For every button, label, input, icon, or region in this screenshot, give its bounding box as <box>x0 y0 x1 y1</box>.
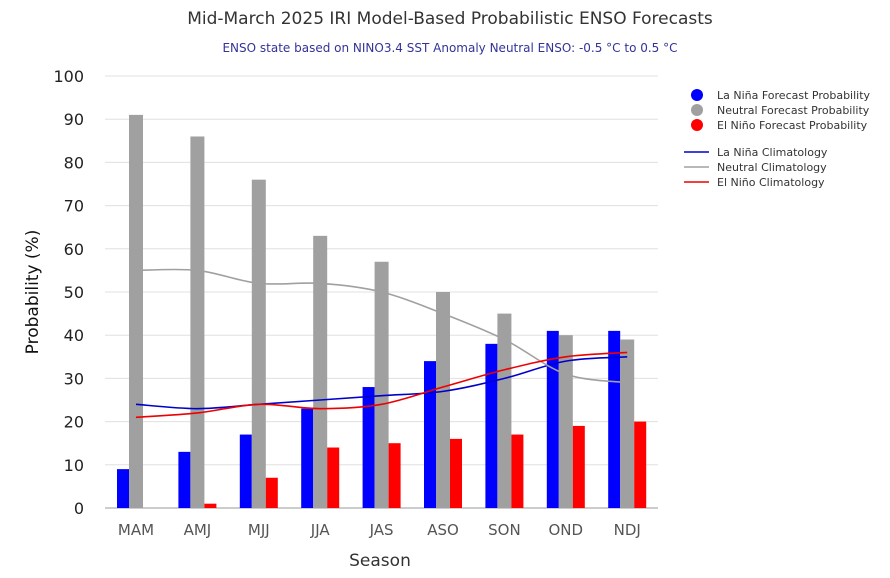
y-tick-label: 50 <box>64 283 84 302</box>
legend-label: Neutral Climatology <box>717 161 827 174</box>
bar-el-ni-o-forecast-probability <box>204 503 217 508</box>
x-tick-label: JJA <box>310 521 331 539</box>
legend-label: La Niña Climatology <box>717 146 828 159</box>
bar-la-ni-a-forecast-probability <box>546 330 559 508</box>
bar-el-ni-o-forecast-probability <box>634 421 647 508</box>
bar-el-ni-o-forecast-probability <box>450 438 462 508</box>
legend-marker <box>691 119 703 131</box>
bar-la-ni-a-forecast-probability <box>301 408 314 508</box>
y-tick-label: 0 <box>74 499 84 518</box>
x-tick-label: SON <box>488 521 521 539</box>
y-axis-label: Probability (%) <box>23 230 43 355</box>
x-tick-label: OND <box>549 521 584 539</box>
bar-neutral-forecast-probability <box>251 179 266 508</box>
x-tick-label: MAM <box>118 521 154 539</box>
legend-marker <box>691 89 703 101</box>
bar-neutral-forecast-probability <box>497 313 512 508</box>
bar-neutral-forecast-probability <box>436 292 450 508</box>
chart-title: Mid-March 2025 IRI Model-Based Probabili… <box>187 9 713 29</box>
x-axis-label: Season <box>349 551 411 571</box>
chart-subtitle: ENSO state based on NINO3.4 SST Anomaly … <box>222 41 677 55</box>
bar-la-ni-a-forecast-probability <box>239 434 252 508</box>
bar-la-ni-a-forecast-probability <box>485 343 498 508</box>
legend-marker <box>691 104 703 116</box>
x-tick-label: MJJ <box>248 521 270 539</box>
bar-el-ni-o-forecast-probability <box>572 425 585 508</box>
y-tick-label: 10 <box>64 456 84 475</box>
x-tick-label: ASO <box>427 521 459 539</box>
bar-la-ni-a-forecast-probability <box>117 469 129 508</box>
bar-el-ni-o-forecast-probability <box>388 443 401 508</box>
legend-label: El Niño Forecast Probability <box>717 119 868 132</box>
bar-neutral-forecast-probability <box>190 136 205 509</box>
bar-la-ni-a-forecast-probability <box>424 361 436 508</box>
legend-label: La Niña Forecast Probability <box>717 89 871 102</box>
bar-el-ni-o-forecast-probability <box>265 477 278 508</box>
y-tick-label: 100 <box>53 67 84 86</box>
line-neutral-climatology <box>135 268 628 384</box>
bar-neutral-forecast-probability <box>313 235 328 508</box>
bar-la-ni-a-forecast-probability <box>362 387 375 508</box>
bar-la-ni-a-forecast-probability <box>608 330 621 508</box>
bar-la-ni-a-forecast-probability <box>178 451 191 508</box>
line-el-ni-o-climatology <box>135 351 628 419</box>
legend-label: Neutral Forecast Probability <box>717 104 870 117</box>
x-tick-label: AMJ <box>184 521 212 539</box>
x-tick-label: JAS <box>369 521 394 539</box>
y-tick-label: 90 <box>64 110 84 129</box>
bar-neutral-forecast-probability <box>129 114 143 508</box>
bar-neutral-forecast-probability <box>558 335 573 508</box>
y-tick-label: 80 <box>64 153 84 172</box>
x-tick-label: NDJ <box>614 521 641 539</box>
y-tick-label: 40 <box>64 326 84 345</box>
bar-el-ni-o-forecast-probability <box>327 447 340 508</box>
y-tick-label: 60 <box>64 240 84 259</box>
y-tick-label: 20 <box>64 413 84 432</box>
legend-label: El Niño Climatology <box>717 176 825 189</box>
y-tick-label: 70 <box>64 197 84 216</box>
bar-neutral-forecast-probability <box>374 261 389 508</box>
bar-neutral-forecast-probability <box>620 339 635 508</box>
bar-el-ni-o-forecast-probability <box>511 434 524 508</box>
y-tick-label: 30 <box>64 369 84 388</box>
